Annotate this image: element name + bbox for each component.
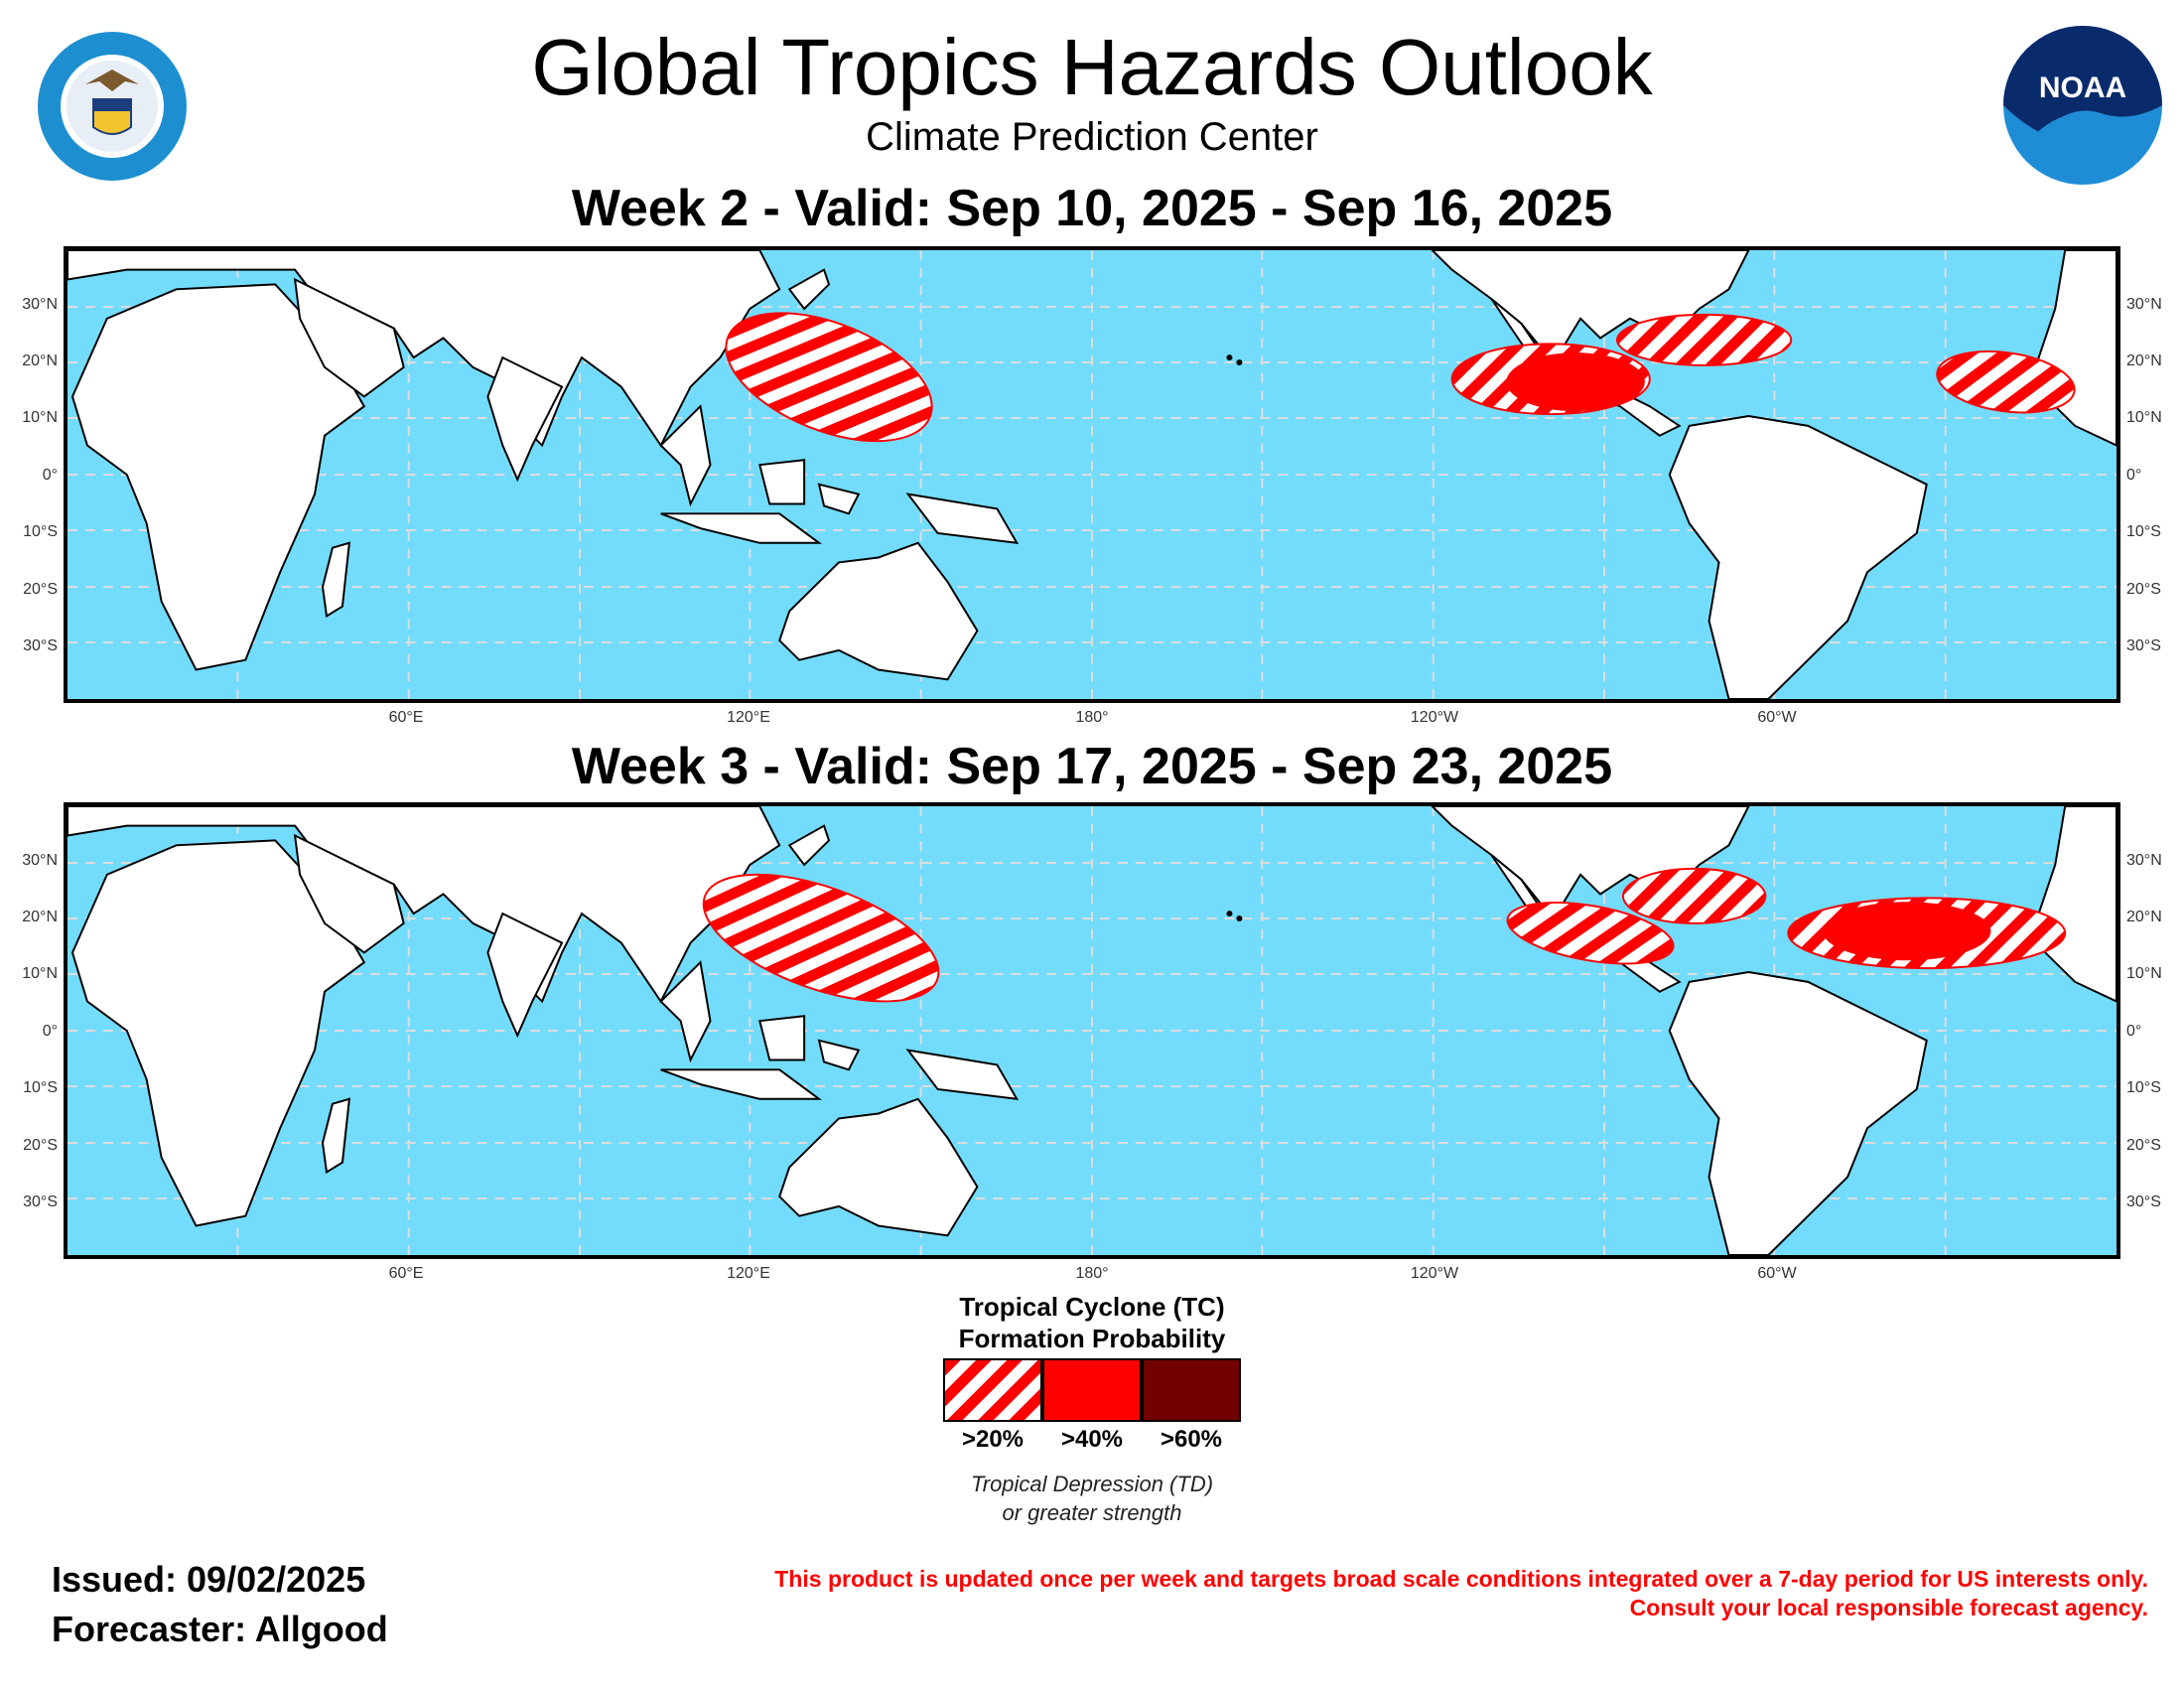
week3-lat-label-left: 0° (42, 1023, 58, 1040)
week3-lon-label: 180° (1075, 1265, 1109, 1282)
legend-title-line2: Formation Probability (958, 1324, 1226, 1353)
week2-hazard-east-pacific-core (1506, 352, 1645, 412)
legend-title: Tropical Cyclone (TC) Formation Probabil… (893, 1291, 1291, 1354)
week2-hazard-west-pacific (725, 312, 933, 443)
week3-lat-label-left: 30°N (22, 852, 58, 869)
week3-lon-label: 120°W (1410, 1265, 1459, 1282)
week3-lat-label-right: 10°S (2126, 1079, 2161, 1096)
week3-lat-label-left: 30°S (23, 1194, 58, 1210)
week3-lat-label-left: 20°N (22, 909, 58, 925)
week3-hazard-gulf (1621, 867, 1767, 924)
week2-lon-label: 60°W (1757, 709, 1797, 726)
week2-lat-label-right: 30°N (2126, 296, 2162, 313)
week2-lon-label: 180° (1075, 709, 1109, 726)
week3-hazard-west-pacific (702, 873, 940, 1003)
week3-lat-label-right: 20°N (2126, 909, 2162, 925)
week3-hazard-tropical-atlantic-core (1823, 902, 1991, 961)
week2-lat-label-right: 10°N (2126, 409, 2162, 426)
noaa-logo: NOAA (2001, 24, 2164, 187)
legend-label: >20% (961, 1426, 1024, 1453)
forecaster-name: Forecaster: Allgood (52, 1609, 388, 1649)
legend-note-line2: or greater strength (1002, 1500, 1182, 1525)
week3-lon-label: 60°W (1757, 1265, 1797, 1282)
week2-hazard-central-atlantic (1936, 350, 2076, 414)
disclaimer-line1: This product is updated once per week an… (774, 1566, 2148, 1592)
week3-lat-label-right: 0° (2126, 1023, 2142, 1040)
week3-lat-label-right: 20°S (2126, 1137, 2161, 1154)
week3-hazard-east-pacific (1506, 902, 1675, 965)
week2-lat-label-left: 10°S (23, 523, 58, 540)
week2-lat-label-right: 20°S (2126, 581, 2161, 598)
page-title: Global Tropics Hazards Outlook (531, 23, 1653, 111)
week2-lat-label-left: 0° (42, 467, 58, 484)
disclaimer: This product is updated once per week an… (659, 1565, 2148, 1622)
legend-swatch-red (1042, 1358, 1142, 1422)
legend-note-line1: Tropical Depression (TD) (970, 1472, 1214, 1496)
week2-map (64, 246, 2120, 703)
week2-lat-label-right: 10°S (2126, 523, 2161, 540)
week2-lon-label: 120°W (1410, 709, 1459, 726)
page-subtitle: Climate Prediction Center (866, 115, 1318, 159)
legend-label: >60% (1160, 1426, 1223, 1453)
week2-lat-label-right: 20°N (2126, 352, 2162, 369)
week2-title: Week 2 - Valid: Sep 10, 2025 - Sep 16, 2… (571, 180, 1613, 237)
svg-text:NOAA: NOAA (2039, 71, 2126, 104)
legend-swatch-darkred (1142, 1358, 1241, 1422)
week3-lat-label-right: 10°N (2126, 965, 2162, 982)
week3-lat-label-left: 10°N (22, 965, 58, 982)
week2-lat-label-left: 30°N (22, 296, 58, 313)
week2-lat-label-left: 10°N (22, 409, 58, 426)
issued-date: Issued: 09/02/2025 (52, 1559, 366, 1600)
week2-lat-label-right: 30°S (2126, 637, 2161, 654)
legend-label: >40% (1060, 1426, 1124, 1453)
disclaimer-line2: Consult your local responsible forecast … (1629, 1595, 2148, 1620)
legend-note: Tropical Depression (TD) or greater stre… (893, 1470, 1291, 1527)
week2-lat-label-right: 0° (2126, 467, 2142, 484)
legend-swatch-hatched (943, 1358, 1042, 1422)
doc-seal-logo (36, 30, 189, 183)
week2-lat-label-left: 30°S (23, 637, 58, 654)
legend-title-line1: Tropical Cyclone (TC) (959, 1292, 1225, 1322)
week3-title: Week 3 - Valid: Sep 17, 2025 - Sep 23, 2… (571, 738, 1613, 795)
week3-lat-label-left: 10°S (23, 1079, 58, 1096)
week2-lat-label-left: 20°S (23, 581, 58, 598)
week3-lon-label: 60°E (388, 1265, 424, 1282)
week2-lon-label: 60°E (388, 709, 424, 726)
week3-lat-label-left: 20°S (23, 1137, 58, 1154)
week2-hazard-gulf-caribbean (1615, 313, 1793, 366)
week3-map (64, 802, 2120, 1259)
week3-lat-label-right: 30°N (2126, 852, 2162, 869)
week2-lat-label-left: 20°N (22, 352, 58, 369)
week2-lon-label: 120°E (727, 709, 770, 726)
week3-lon-label: 120°E (727, 1265, 770, 1282)
week3-lat-label-right: 30°S (2126, 1194, 2161, 1210)
